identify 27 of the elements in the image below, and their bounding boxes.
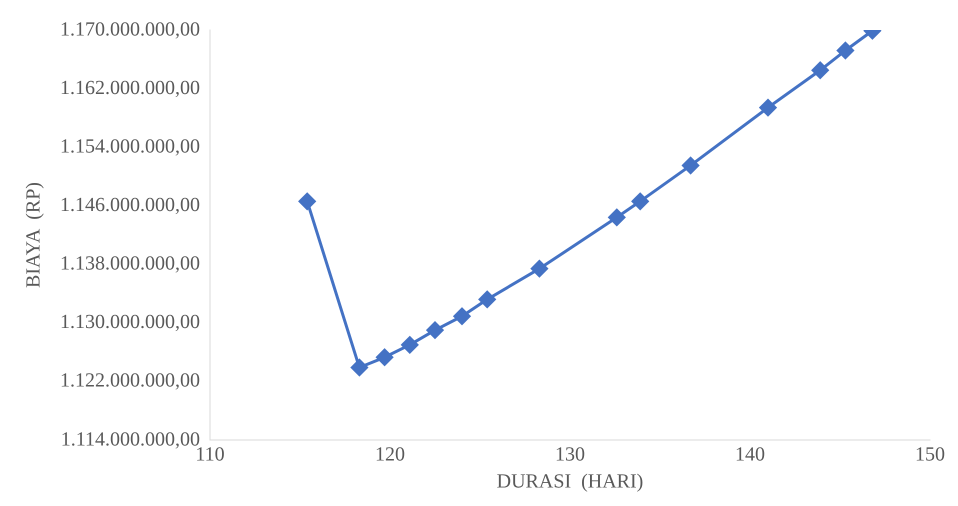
- point: [682, 156, 700, 174]
- point: [836, 42, 854, 59]
- point: [401, 336, 418, 354]
- point: [376, 348, 394, 366]
- y-axis-title: BIAYA (RP): [22, 182, 44, 288]
- point: [298, 192, 316, 210]
- y-tick-label: 1.154.000.000,00: [60, 135, 200, 158]
- x-tick-label: 130: [555, 443, 585, 466]
- x-tick-label: 120: [375, 443, 405, 466]
- point: [426, 322, 444, 339]
- point: [812, 62, 829, 79]
- y-tick-label: 1.122.000.000,00: [60, 370, 200, 392]
- point: [760, 99, 776, 116]
- y-tick-label: 1.170.000.000,00: [60, 18, 200, 40]
- x-tick-label: 150: [915, 443, 945, 466]
- y-tick-label: 1.138.000.000,00: [60, 252, 200, 275]
- y-tick-label: 1.162.000.000,00: [60, 76, 200, 99]
- x-tick-label: 140: [735, 443, 765, 466]
- y-tick-label: 1.130.000.000,00: [60, 311, 200, 334]
- x-axis-title: DURASI (HARI): [496, 470, 644, 492]
- point: [608, 208, 626, 226]
- point: [350, 359, 368, 376]
- point: [530, 260, 548, 278]
- y-tick-label: 1.146.000.000,00: [60, 194, 200, 216]
- point: [478, 290, 496, 308]
- point: [632, 192, 649, 210]
- point: [454, 308, 470, 325]
